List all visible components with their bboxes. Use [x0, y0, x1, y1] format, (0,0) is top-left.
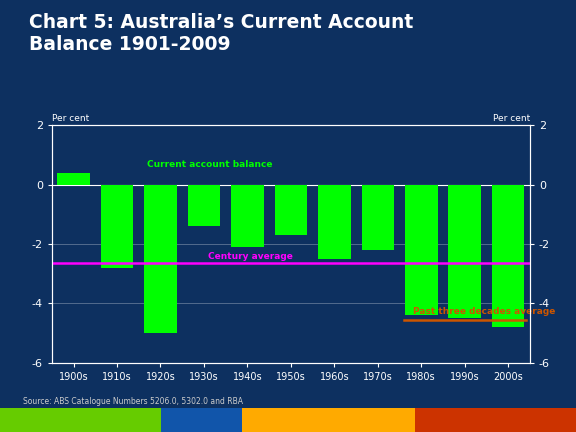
Bar — [231, 185, 264, 247]
Text: Century average: Century average — [209, 252, 293, 261]
Bar — [405, 185, 438, 315]
Bar — [275, 185, 307, 235]
Text: Source: ABS Catalogue Numbers 5206.0, 5302.0 and RBA: Source: ABS Catalogue Numbers 5206.0, 53… — [23, 397, 243, 406]
Bar — [318, 185, 351, 259]
Bar — [362, 185, 394, 250]
Bar — [449, 185, 481, 318]
Bar — [492, 185, 525, 327]
Bar — [57, 173, 90, 185]
Text: Per cent: Per cent — [52, 114, 89, 123]
Bar — [101, 185, 133, 268]
Bar — [144, 185, 177, 333]
Text: Chart 5: Australia’s Current Account
Balance 1901-2009: Chart 5: Australia’s Current Account Bal… — [29, 13, 413, 54]
Bar — [188, 185, 220, 226]
Text: Past three decades average: Past three decades average — [412, 308, 555, 317]
Text: Current account balance: Current account balance — [147, 160, 273, 169]
Text: Per cent: Per cent — [492, 114, 530, 123]
